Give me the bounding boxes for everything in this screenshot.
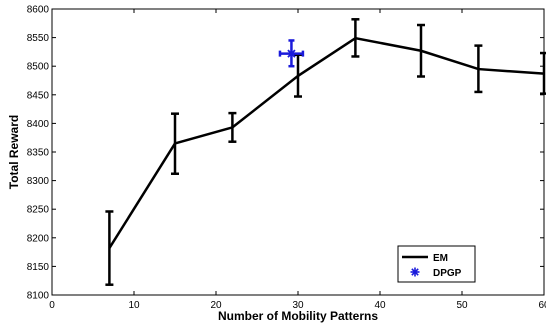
legend-em-label: EM	[433, 253, 448, 264]
y-tick-label: 8400	[27, 119, 50, 130]
x-tick-label: 50	[456, 300, 468, 311]
x-tick-label: 40	[374, 300, 386, 311]
y-tick-label: 8150	[27, 262, 50, 273]
y-tick-label: 8350	[27, 148, 50, 159]
em-error-bar	[105, 210, 114, 286]
x-tick-label: 30	[292, 300, 304, 311]
y-tick-label: 8600	[27, 5, 50, 16]
y-tick-label: 8550	[27, 33, 50, 44]
legend-asterisk	[410, 267, 420, 277]
series-markers	[278, 39, 305, 68]
y-tick-label: 8100	[27, 291, 50, 302]
legend-dpgp-asterisk-icon	[410, 267, 420, 277]
x-tick-label: 60	[538, 300, 546, 311]
y-tick-label: 8450	[27, 90, 50, 101]
x-tick-label: 10	[128, 300, 140, 311]
y-tick-label: 8500	[27, 62, 50, 73]
em-series-line	[108, 36, 545, 249]
y-tick-label: 8250	[27, 205, 50, 216]
x-tick-label: 20	[210, 300, 222, 311]
dpgp-asterisk-marker	[286, 48, 297, 59]
y-axis-label: Total Reward	[7, 115, 21, 189]
legend-dpgp-label: DPGP	[433, 268, 462, 279]
dpgp-point	[278, 39, 305, 68]
asterisk-stroke	[287, 49, 296, 58]
series-lines	[108, 36, 545, 249]
y-tick-label: 8200	[27, 233, 50, 244]
axis-ticks: 0 10 20 30 40 50 60 8100 8150 8200 8250 8300 8350 840…	[27, 5, 546, 312]
x-axis-label: Number of Mobility Patterns	[218, 309, 378, 323]
legend-box	[397, 245, 476, 283]
legend: EM DPGP	[397, 245, 476, 283]
asterisk-stroke	[411, 268, 419, 276]
y-tick-label: 8300	[27, 176, 50, 187]
x-tick-label: 0	[49, 300, 55, 311]
